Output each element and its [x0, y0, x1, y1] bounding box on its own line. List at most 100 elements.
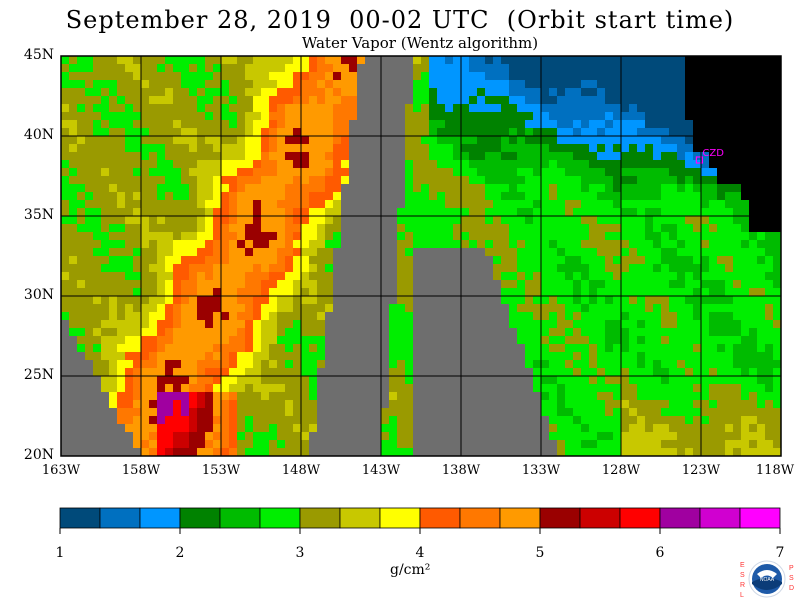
field-cell [189, 136, 197, 144]
field-cell [165, 80, 173, 88]
field-cell [213, 264, 221, 272]
field-cell [245, 160, 253, 168]
field-cell [677, 248, 685, 256]
field-cell [653, 352, 661, 360]
field-cell [413, 264, 421, 272]
field-cell [717, 184, 725, 192]
field-cell [69, 144, 77, 152]
field-cell [357, 72, 365, 80]
field-cell [549, 168, 557, 176]
field-cell [493, 448, 501, 456]
field-cell [309, 96, 317, 104]
field-cell [709, 104, 717, 112]
field-cell [253, 152, 261, 160]
field-cell [741, 416, 749, 424]
field-cell [261, 56, 269, 64]
field-cell [709, 352, 717, 360]
field-cell [173, 336, 181, 344]
field-cell [373, 320, 381, 328]
field-cell [261, 272, 269, 280]
field-cell [549, 320, 557, 328]
field-cell [213, 128, 221, 136]
field-cell [197, 72, 205, 80]
field-cell [349, 272, 357, 280]
field-cell [165, 200, 173, 208]
field-cell [373, 368, 381, 376]
field-cell [589, 64, 597, 72]
field-cell [197, 408, 205, 416]
field-cell [733, 280, 741, 288]
field-cell [293, 352, 301, 360]
field-cell [485, 272, 493, 280]
field-cell [69, 256, 77, 264]
field-cell [469, 184, 477, 192]
lon-label: 118W [755, 463, 795, 478]
field-cell [621, 240, 629, 248]
field-cell [277, 184, 285, 192]
field-cell [221, 216, 229, 224]
field-cell [413, 440, 421, 448]
colorbar-swatch [259, 507, 301, 529]
field-cell [773, 432, 781, 440]
field-cell [357, 320, 365, 328]
field-cell [341, 200, 349, 208]
field-cell [741, 96, 749, 104]
field-cell [685, 344, 693, 352]
field-cell [573, 408, 581, 416]
field-cell [541, 328, 549, 336]
field-cell [309, 440, 317, 448]
field-cell [325, 272, 333, 280]
field-cell [525, 64, 533, 72]
field-cell [197, 392, 205, 400]
field-cell [85, 72, 93, 80]
field-cell [453, 152, 461, 160]
field-cell [125, 96, 133, 104]
field-cell [365, 368, 373, 376]
field-cell [317, 304, 325, 312]
field-cell [661, 344, 669, 352]
field-cell [429, 360, 437, 368]
field-cell [317, 400, 325, 408]
field-cell [69, 432, 77, 440]
field-cell [469, 240, 477, 248]
field-cell [581, 304, 589, 312]
field-cell [77, 328, 85, 336]
field-cell [157, 440, 165, 448]
field-cell [613, 272, 621, 280]
field-cell [573, 440, 581, 448]
field-cell [389, 192, 397, 200]
field-cell [277, 64, 285, 72]
field-cell [293, 360, 301, 368]
field-cell [85, 88, 93, 96]
field-cell [437, 280, 445, 288]
field-cell [501, 416, 509, 424]
field-cell [573, 152, 581, 160]
field-cell [565, 352, 573, 360]
field-cell [133, 96, 141, 104]
field-cell [213, 72, 221, 80]
field-cell [613, 136, 621, 144]
field-cell [429, 320, 437, 328]
field-cell [469, 112, 477, 120]
field-cell [445, 176, 453, 184]
field-cell [253, 320, 261, 328]
field-cell [381, 376, 389, 384]
field-cell [725, 288, 733, 296]
field-cell [69, 216, 77, 224]
field-cell [541, 280, 549, 288]
field-cell [349, 376, 357, 384]
field-cell [773, 384, 781, 392]
field-cell [629, 304, 637, 312]
field-cell [181, 320, 189, 328]
field-cell [157, 408, 165, 416]
field-cell [413, 240, 421, 248]
field-cell [477, 112, 485, 120]
field-cell [453, 216, 461, 224]
field-cell [733, 272, 741, 280]
field-cell [605, 416, 613, 424]
field-cell [341, 368, 349, 376]
field-cell [661, 208, 669, 216]
field-cell [517, 136, 525, 144]
field-cell [669, 144, 677, 152]
field-cell [173, 304, 181, 312]
